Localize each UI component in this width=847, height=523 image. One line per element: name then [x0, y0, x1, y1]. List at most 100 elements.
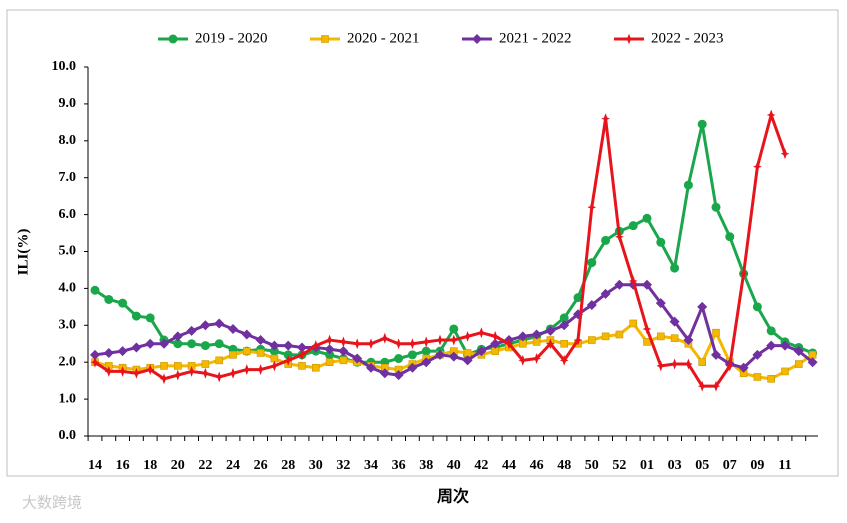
- point: [325, 358, 334, 367]
- point: [531, 329, 542, 340]
- point: [794, 360, 803, 368]
- point: [725, 360, 735, 372]
- point: [117, 346, 128, 357]
- point: [435, 349, 445, 360]
- point: [421, 346, 431, 356]
- point: [449, 324, 459, 334]
- point: [118, 298, 128, 308]
- point: [352, 338, 362, 350]
- point: [200, 341, 210, 351]
- point: [559, 354, 569, 366]
- point: [545, 325, 556, 336]
- point: [160, 362, 168, 370]
- point: [655, 298, 666, 309]
- legend-label: 2020 - 2021: [347, 30, 420, 46]
- point: [394, 338, 403, 350]
- point: [670, 358, 679, 370]
- point: [103, 347, 114, 358]
- point: [159, 338, 169, 349]
- point: [807, 357, 818, 368]
- point: [697, 119, 707, 129]
- point: [546, 338, 555, 350]
- point: [656, 237, 666, 247]
- point: [490, 338, 501, 349]
- x-tick-label: 28: [281, 458, 295, 473]
- legend-marker: [168, 34, 178, 44]
- x-tick-label: 07: [723, 458, 737, 473]
- point: [711, 349, 721, 360]
- legend-marker: [321, 35, 329, 43]
- point: [560, 339, 569, 348]
- x-tick-label: 26: [254, 458, 268, 473]
- point: [697, 301, 708, 312]
- y-tick-label: 4.0: [59, 281, 77, 296]
- point: [214, 339, 224, 349]
- point: [642, 213, 652, 223]
- y-axis-label: ILI(%): [15, 229, 31, 276]
- point: [132, 367, 141, 379]
- point: [311, 340, 321, 352]
- y-tick-label: 5.0: [59, 244, 77, 259]
- x-tick-label: 52: [612, 458, 626, 473]
- point: [656, 332, 665, 341]
- point: [214, 371, 224, 383]
- point: [408, 338, 417, 350]
- x-tick-label: 20: [171, 458, 185, 473]
- point: [490, 330, 500, 342]
- point: [448, 351, 459, 362]
- point: [283, 350, 293, 360]
- point: [172, 331, 183, 342]
- point: [214, 318, 225, 329]
- point: [601, 332, 610, 341]
- point: [752, 349, 763, 360]
- point: [407, 362, 418, 373]
- point: [477, 327, 486, 339]
- point: [697, 380, 707, 392]
- point: [379, 368, 390, 379]
- point: [200, 320, 211, 331]
- point: [243, 347, 251, 355]
- point: [215, 356, 223, 365]
- point: [780, 148, 790, 160]
- point: [311, 363, 320, 372]
- legend-marker: [472, 34, 482, 44]
- point: [145, 338, 156, 349]
- x-tick-label: 14: [88, 458, 102, 473]
- y-tick-label: 1.0: [59, 391, 77, 406]
- x-axis-label: 周次: [437, 487, 469, 506]
- point: [104, 294, 114, 304]
- point: [366, 338, 376, 350]
- point: [366, 362, 376, 373]
- x-tick-label: 30: [309, 458, 323, 473]
- legend-marker: [624, 33, 634, 45]
- point: [352, 353, 363, 364]
- point: [187, 366, 196, 377]
- point: [339, 336, 348, 348]
- x-tick-label: 48: [557, 458, 571, 473]
- point: [532, 353, 541, 364]
- point: [173, 369, 183, 381]
- point: [297, 349, 307, 361]
- point: [587, 201, 597, 213]
- chart-border: [6, 9, 839, 477]
- y-tick-label: 2.0: [59, 354, 77, 369]
- point: [283, 354, 293, 366]
- point: [752, 302, 762, 312]
- y-tick-label: 3.0: [59, 318, 77, 333]
- point: [766, 109, 776, 121]
- y-tick-label: 9.0: [59, 96, 77, 111]
- x-tick-label: 03: [668, 458, 682, 473]
- point: [242, 364, 252, 376]
- point: [421, 336, 431, 348]
- x-tick-label: 34: [364, 458, 378, 473]
- legend-label: 2019 - 2020: [195, 30, 268, 46]
- point: [201, 360, 210, 368]
- point: [380, 332, 390, 344]
- point: [684, 358, 693, 370]
- point: [725, 232, 735, 242]
- point: [573, 293, 583, 303]
- point: [159, 373, 169, 385]
- point: [269, 340, 280, 351]
- watermark: 大数跨境: [22, 493, 82, 511]
